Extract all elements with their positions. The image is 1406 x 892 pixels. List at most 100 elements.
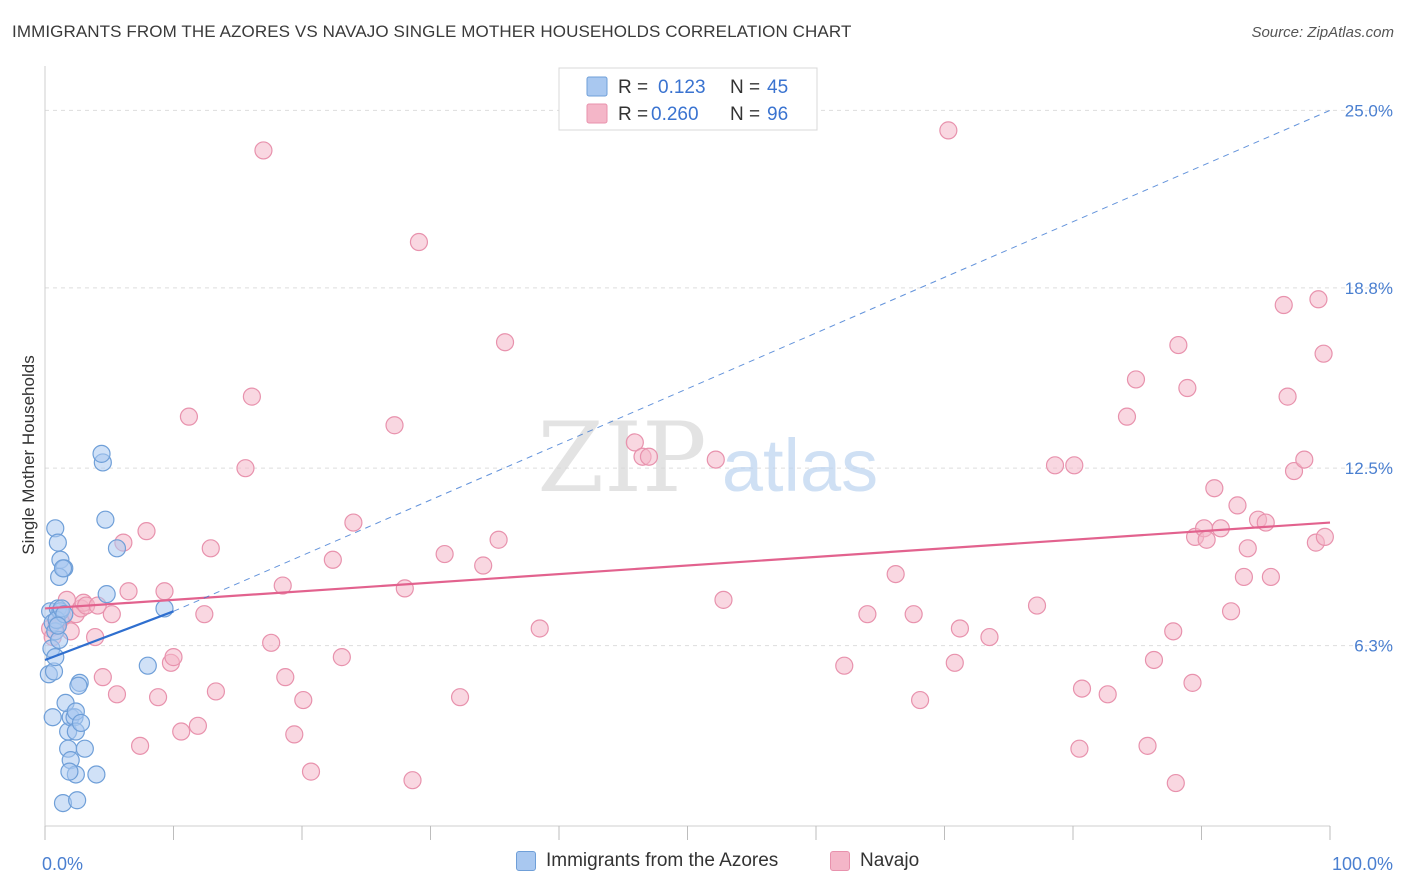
navajo-point <box>904 605 923 624</box>
navajo-point <box>530 619 549 638</box>
navajo-trendline <box>44 521 1331 610</box>
navajo-point <box>1065 456 1084 475</box>
watermark-zip: ZIP <box>537 402 706 514</box>
navajo-point <box>435 544 454 564</box>
navajo-point <box>206 682 226 701</box>
navajo-point <box>1169 335 1188 355</box>
grid-layer <box>45 109 1392 647</box>
legend-n-value-azores: 45 <box>767 77 788 98</box>
axis-layer: 6.3% 12.5% 18.8% 25.0% 0.0% 100.0% <box>42 66 1393 874</box>
navajo-point <box>1238 539 1257 558</box>
navajo-point <box>179 407 199 426</box>
legend-swatch-navajo-bottom <box>830 851 850 871</box>
azores-point <box>107 539 127 558</box>
navajo-point <box>254 141 273 160</box>
navajo-point <box>137 522 156 541</box>
navajo-point <box>1070 739 1089 758</box>
navajo-point <box>939 121 958 140</box>
azores-point <box>97 585 116 604</box>
azores-trendline <box>44 610 174 661</box>
legend-n-label-navajo: N = <box>730 104 760 125</box>
navajo-point <box>1027 596 1047 615</box>
navajo-point <box>1256 513 1275 532</box>
navajo-point <box>1138 736 1157 755</box>
azores-point <box>48 533 67 552</box>
y-axis-title: Single Mother Households <box>19 355 38 554</box>
navajo-point <box>93 668 112 687</box>
navajo-point <box>1234 567 1254 587</box>
y-tick-label: 25.0% <box>1345 101 1393 120</box>
navajo-point <box>1045 456 1065 475</box>
navajo-point <box>236 459 255 478</box>
legend-swatch-azores <box>586 76 608 97</box>
navajo-point <box>1284 461 1304 481</box>
watermark: ZIP atlas <box>537 402 878 514</box>
navajo-point <box>119 582 138 601</box>
navajo-point <box>950 619 970 638</box>
navajo-point <box>858 605 877 624</box>
azores-point <box>138 656 157 675</box>
azores-point <box>48 616 67 635</box>
trend-layer <box>44 109 1331 661</box>
navajo-point <box>980 627 999 647</box>
azores-point <box>75 739 94 758</box>
navajo-point <box>188 716 208 735</box>
navajo-point <box>344 513 363 532</box>
navajo-point <box>1314 344 1333 363</box>
navajo-point <box>1072 679 1092 698</box>
navajo-point <box>385 416 404 435</box>
x-tick-label: 0.0% <box>42 854 83 874</box>
legend-swatch-navajo <box>586 103 608 124</box>
legend-r-label-azores: R = <box>618 77 648 98</box>
bottom-legend-item-navajo: Navajo <box>830 850 919 872</box>
azores-point <box>87 765 106 784</box>
navajo-point <box>130 736 150 755</box>
navajo-point <box>1126 370 1146 389</box>
navajo-point <box>1178 378 1197 398</box>
azores-point <box>71 713 91 733</box>
azores-point <box>69 676 88 695</box>
navajo-point <box>155 582 174 601</box>
navajo-point <box>403 771 422 790</box>
navajo-point <box>242 387 261 406</box>
navajo-point <box>1278 387 1297 406</box>
navajo-point <box>1205 479 1224 498</box>
navajo-point <box>495 333 515 352</box>
navajo-point <box>164 648 183 667</box>
navajo-point <box>639 447 659 466</box>
navajo-point <box>1117 407 1137 426</box>
chart-title: IMMIGRANTS FROM THE AZORES VS NAVAJO SIN… <box>12 22 852 41</box>
navajo-point <box>1197 530 1216 549</box>
navajo-point <box>1166 773 1185 793</box>
bottom-legend-label-azores: Immigrants from the Azores <box>546 850 779 871</box>
navajo-point <box>886 564 905 584</box>
navajo-point <box>273 576 292 595</box>
legend-r-value-azores: 0.123 <box>658 77 706 98</box>
legend-r-value-navajo: 0.260 <box>651 104 699 125</box>
navajo-point <box>195 605 214 624</box>
navajo-point <box>1295 450 1314 469</box>
navajo-point <box>148 688 168 707</box>
navajo-point <box>910 690 930 710</box>
navajo-point <box>450 688 470 707</box>
bottom-legend: Immigrants from the Azores Navajo <box>0 850 1406 878</box>
legend-swatch-azores-bottom <box>516 851 536 871</box>
azores-point <box>68 791 87 810</box>
navajo-point <box>1164 622 1183 641</box>
navajo-point <box>323 550 342 569</box>
legend-r-label-navajo: R = <box>618 104 648 125</box>
azores-point <box>92 444 111 463</box>
bottom-legend-item-azores: Immigrants from the Azores <box>516 850 778 872</box>
azores-point <box>43 708 62 727</box>
navajo-point <box>1183 673 1202 692</box>
navajo-point <box>1211 519 1230 538</box>
azores-trendline-extension <box>173 109 1331 612</box>
navajo-point <box>1221 602 1241 621</box>
navajo-point <box>1098 685 1117 704</box>
watermark-atlas: atlas <box>722 424 878 507</box>
navajo-point <box>276 668 295 687</box>
navajo-point <box>1315 527 1334 546</box>
y-tick-label: 6.3% <box>1354 637 1393 656</box>
navajo-point <box>1261 567 1280 587</box>
bottom-legend-label-navajo: Navajo <box>860 850 920 871</box>
